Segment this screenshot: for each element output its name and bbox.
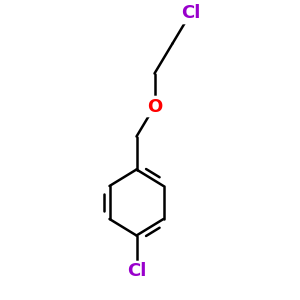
Text: Cl: Cl [127,262,146,280]
Text: O: O [147,98,162,116]
Text: Cl: Cl [181,4,200,22]
